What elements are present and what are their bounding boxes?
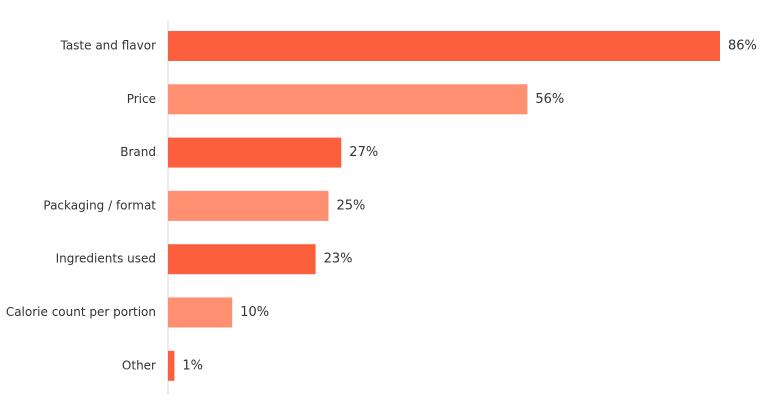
value-label-5: 10% [240,305,269,320]
category-label-2: Brand [120,145,156,159]
category-label-5: Calorie count per portion [6,305,156,319]
category-label-0: Taste and flavor [59,39,156,53]
bar-1 [168,84,528,115]
bar-3 [168,190,329,221]
category-label-4: Ingredients used [56,252,156,266]
value-label-3: 25% [337,198,366,213]
category-label-1: Price [127,92,156,106]
bar-4 [168,244,316,275]
value-label-4: 23% [324,252,353,267]
category-label-3: Packaging / format [43,198,156,212]
value-label-0: 86% [728,39,757,54]
bars-group: Taste and flavor 86% Price 56% Brand 27% Packa… [6,31,757,381]
value-label-6: 1% [182,358,203,373]
bar-5 [168,297,233,328]
value-label-2: 27% [349,145,378,160]
value-label-1: 56% [535,92,564,107]
category-label-6: Other [122,358,156,372]
bar-0 [168,31,720,61]
bar-2 [168,137,342,168]
bar-6 [168,350,175,381]
